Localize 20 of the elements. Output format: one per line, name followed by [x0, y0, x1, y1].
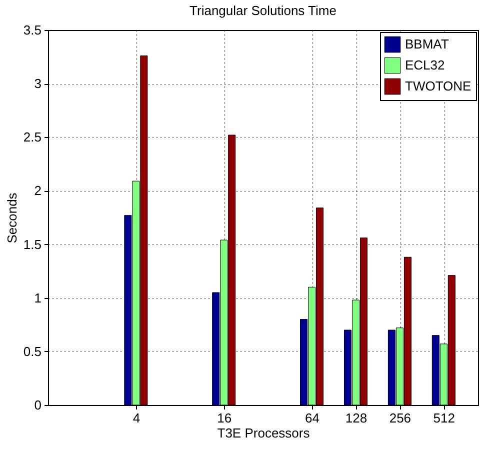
- y-tick-label: 2: [34, 183, 42, 198]
- x-tick-label: 64: [305, 410, 320, 426]
- legend-label: ECL32: [405, 58, 445, 72]
- y-tick-label: 0: [34, 398, 42, 412]
- y-tick-label: 1: [34, 290, 42, 306]
- x-tick-label: 256: [389, 410, 412, 426]
- chart-title: Triangular Solutions Time: [190, 3, 336, 18]
- y-tick-label: 2.5: [23, 130, 42, 145]
- legend-label: TWOTONE: [405, 78, 472, 94]
- x-tick-label: 16: [217, 410, 232, 426]
- y-axis-title: Seconds: [4, 192, 20, 244]
- y-tick-label: 3.5: [23, 22, 42, 38]
- legend-label: BBMAT: [405, 36, 449, 52]
- y-tick-label: 0.5: [23, 344, 42, 359]
- x-axis-title: T3E Processors: [217, 426, 310, 440]
- x-tick-label: 128: [345, 410, 368, 426]
- y-tick-label: 3: [34, 76, 42, 92]
- y-tick-label: 1.5: [23, 236, 42, 252]
- x-tick-label: 512: [433, 410, 455, 426]
- x-tick-label: 4: [132, 410, 140, 426]
